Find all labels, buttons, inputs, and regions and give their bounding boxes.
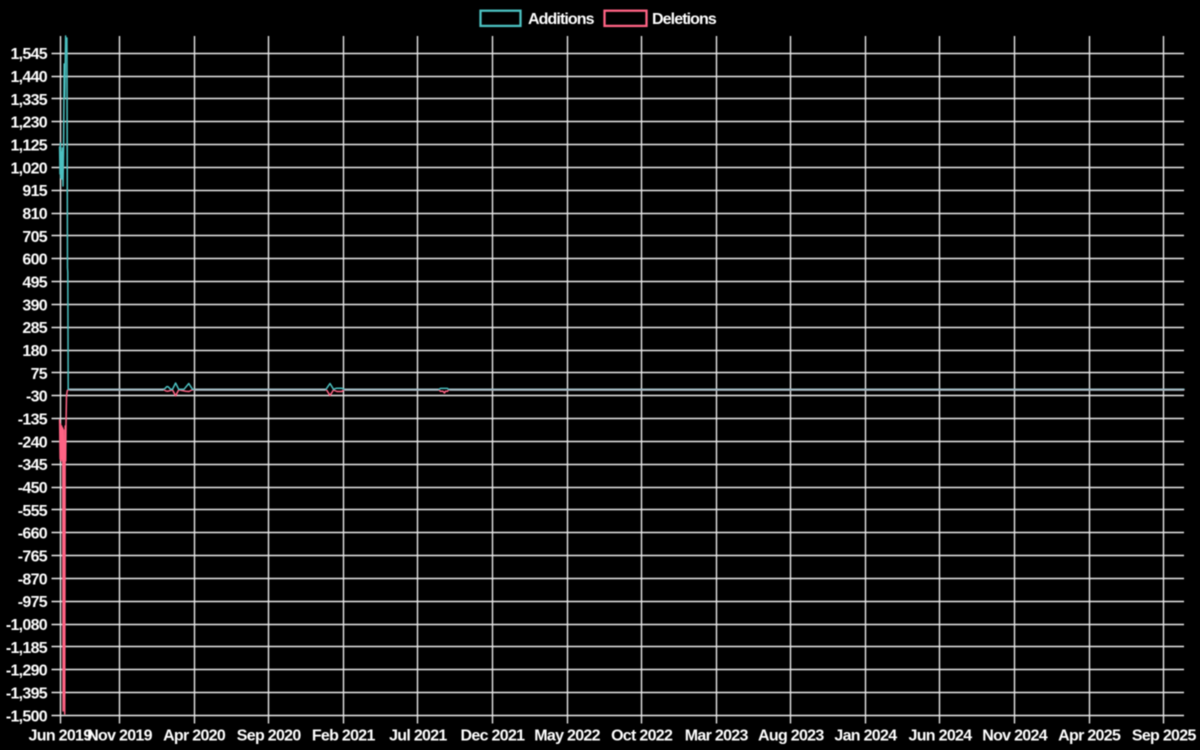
svg-text:-345: -345 bbox=[18, 457, 48, 474]
svg-text:-1,080: -1,080 bbox=[6, 617, 48, 634]
svg-text:-1,290: -1,290 bbox=[6, 663, 48, 680]
svg-text:705: 705 bbox=[22, 229, 47, 246]
svg-text:Apr 2020: Apr 2020 bbox=[163, 728, 226, 745]
svg-text:1,230: 1,230 bbox=[10, 115, 47, 132]
svg-text:1,545: 1,545 bbox=[10, 46, 47, 63]
svg-text:-240: -240 bbox=[18, 434, 48, 451]
svg-text:Sep 2020: Sep 2020 bbox=[237, 728, 302, 745]
svg-text:-555: -555 bbox=[18, 503, 48, 520]
svg-text:-30: -30 bbox=[26, 389, 48, 406]
svg-text:Oct 2022: Oct 2022 bbox=[611, 728, 673, 745]
svg-text:180: 180 bbox=[22, 343, 47, 360]
svg-text:Apr 2025: Apr 2025 bbox=[1058, 728, 1121, 745]
svg-text:Feb 2021: Feb 2021 bbox=[312, 728, 376, 745]
svg-text:-765: -765 bbox=[18, 549, 48, 566]
svg-text:May 2022: May 2022 bbox=[534, 728, 600, 745]
svg-text:Jan 2024: Jan 2024 bbox=[834, 728, 897, 745]
svg-text:75: 75 bbox=[31, 366, 48, 383]
svg-text:Deletions: Deletions bbox=[652, 11, 717, 28]
svg-text:-1,185: -1,185 bbox=[6, 640, 48, 657]
svg-text:Dec 2021: Dec 2021 bbox=[461, 728, 526, 745]
svg-text:285: 285 bbox=[22, 320, 47, 337]
svg-text:915: 915 bbox=[22, 183, 47, 200]
svg-text:1,440: 1,440 bbox=[10, 69, 47, 86]
svg-text:-870: -870 bbox=[18, 571, 48, 588]
svg-text:1,335: 1,335 bbox=[10, 92, 47, 109]
svg-text:-1,500: -1,500 bbox=[6, 708, 48, 725]
svg-text:Jun 2019: Jun 2019 bbox=[29, 728, 93, 745]
svg-text:-1,395: -1,395 bbox=[6, 686, 48, 703]
svg-text:Jul 2021: Jul 2021 bbox=[389, 728, 447, 745]
svg-text:Mar 2023: Mar 2023 bbox=[685, 728, 749, 745]
svg-text:Nov 2019: Nov 2019 bbox=[87, 728, 152, 745]
svg-text:-135: -135 bbox=[18, 412, 48, 429]
svg-text:495: 495 bbox=[22, 275, 47, 292]
svg-text:Nov 2024: Nov 2024 bbox=[982, 728, 1047, 745]
svg-text:-660: -660 bbox=[18, 526, 48, 543]
svg-text:Sep 2025: Sep 2025 bbox=[1132, 728, 1197, 745]
svg-text:Jun 2024: Jun 2024 bbox=[909, 728, 973, 745]
svg-text:Additions: Additions bbox=[528, 11, 595, 28]
svg-text:390: 390 bbox=[22, 297, 47, 314]
svg-text:810: 810 bbox=[22, 206, 47, 223]
svg-text:-450: -450 bbox=[18, 480, 48, 497]
svg-text:-975: -975 bbox=[18, 594, 48, 611]
svg-text:Aug 2023: Aug 2023 bbox=[758, 728, 824, 745]
svg-text:600: 600 bbox=[22, 252, 47, 269]
svg-text:1,125: 1,125 bbox=[10, 138, 47, 155]
svg-text:1,020: 1,020 bbox=[10, 160, 47, 177]
